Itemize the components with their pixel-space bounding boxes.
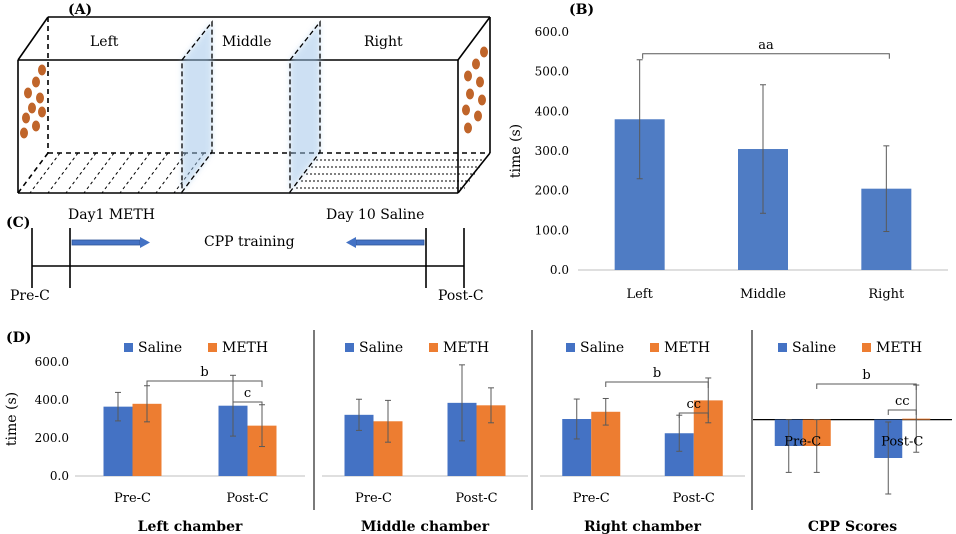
sig-bracket-b-d4	[816, 383, 917, 390]
wall-dots-left	[20, 64, 46, 139]
sig-label-c-d3: cc	[686, 397, 701, 412]
sig-bracket-c-d3	[678, 412, 709, 418]
panel-label-b: (B)	[569, 2, 594, 18]
y-tick-label-d1: 400.0	[35, 393, 69, 407]
timeline	[31, 228, 465, 288]
y-tick-label-b: 600.0	[535, 25, 569, 39]
legend-swatch-saline	[566, 343, 575, 352]
y-tick-label-d1: 0.0	[50, 469, 69, 483]
x-tick-label-d1: Post-C	[226, 491, 268, 506]
x-tick-label-d1: Pre-C	[114, 491, 151, 506]
x-tick-label-b: Right	[868, 287, 905, 302]
legend-swatch-saline	[345, 343, 354, 352]
legend-label-saline: Saline	[580, 340, 624, 356]
chart-d-left: Saline METH 0.0 200.0 400.0 600.0 time (s) Pre-…	[4, 340, 305, 534]
legend-label-meth: METH	[443, 340, 489, 356]
arrow-left	[346, 237, 425, 248]
chart-d-right: Saline METH Pre-C Post-C Right chamber b cc	[540, 340, 745, 534]
chart-d-middle: Saline METH Pre-C Post-C Middle chamber	[322, 340, 528, 534]
x-tick-label-d2: Pre-C	[355, 491, 392, 506]
x-tick-label-b: Left	[626, 287, 653, 302]
sig-bracket-c-d1	[232, 401, 263, 407]
door-left	[181, 20, 213, 194]
chart-title-d4: CPP Scores	[808, 519, 897, 534]
timeline-day1: Day1 METH	[68, 207, 155, 223]
panel-label-a: (A)	[68, 2, 92, 18]
x-tick-label-d3: Post-C	[673, 491, 715, 506]
sig-label-b-d1: b	[200, 365, 208, 380]
sig-bracket-b	[642, 53, 890, 59]
timeline-post: Post-C	[438, 288, 484, 304]
y-tick-label-b: 300.0	[535, 144, 569, 158]
y-axis-title-d1: time (s)	[4, 392, 20, 446]
chamber-label-right: Right	[364, 34, 403, 50]
arrow-right	[71, 237, 150, 248]
legend-label-meth: METH	[664, 340, 710, 356]
door-right	[289, 20, 321, 194]
y-tick-label-b: 0.0	[550, 263, 569, 277]
panel-d-dividers	[313, 330, 753, 510]
y-tick-label-b: 200.0	[535, 184, 569, 198]
sig-label-c-d4: cc	[895, 394, 910, 409]
legend-swatch-meth	[650, 343, 659, 352]
y-tick-label-b: 500.0	[535, 65, 569, 79]
sig-label-b-d4: b	[862, 368, 870, 383]
sig-label-b: aa	[758, 38, 774, 53]
y-tick-label-d1: 600.0	[35, 355, 69, 369]
chart-b: 0.0 100.0 200.0 300.0 400.0 500.0 600.0 time (s…	[508, 25, 948, 302]
legend-swatch-saline	[778, 343, 787, 352]
y-tick-label-d1: 200.0	[35, 431, 69, 445]
timeline-pre: Pre-C	[10, 288, 50, 304]
x-tick-label-d3: Pre-C	[573, 491, 610, 506]
timeline-center: CPP training	[204, 234, 295, 250]
legend-label-meth: METH	[222, 340, 268, 356]
sig-label-c-d1: c	[244, 386, 251, 401]
panel-label-d: (D)	[6, 330, 31, 346]
chart-d-cpp: Saline METH Pre-C Post-C CPP Scores b cc	[753, 340, 952, 534]
legend-label-saline: Saline	[359, 340, 403, 356]
y-tick-label-b: 400.0	[535, 104, 569, 118]
timeline-day10: Day 10 Saline	[326, 207, 424, 223]
floor-grid-left	[29, 152, 205, 194]
legend-label-saline: Saline	[792, 340, 836, 356]
floor-grid-right	[296, 159, 485, 189]
legend-swatch-meth	[429, 343, 438, 352]
y-tick-label-b: 100.0	[535, 223, 569, 237]
legend-swatch-saline	[124, 343, 133, 352]
legend-label-saline: Saline	[138, 340, 182, 356]
chamber-label-middle: Middle	[222, 34, 272, 50]
legend-label-meth: METH	[876, 340, 922, 356]
chart-title-d2: Middle chamber	[361, 519, 490, 534]
y-axis-title-b: time (s)	[508, 124, 524, 178]
chart-title-d1: Left chamber	[138, 519, 243, 534]
apparatus-box	[17, 16, 491, 194]
chart-title-d3: Right chamber	[584, 519, 702, 534]
sig-label-b-d3: b	[653, 366, 661, 381]
legend-swatch-meth	[862, 343, 871, 352]
sig-bracket-c-d4	[887, 409, 917, 415]
sig-bracket-b-d3	[605, 381, 709, 388]
x-tick-label-d4: Post-C	[881, 435, 923, 450]
x-tick-label-d4: Pre-C	[784, 435, 821, 450]
sig-bracket-b-d1	[146, 380, 263, 387]
panel-label-c: (C)	[6, 215, 30, 231]
x-tick-label-d2: Post-C	[455, 491, 497, 506]
x-tick-label-b: Middle	[740, 287, 786, 302]
legend-swatch-meth	[208, 343, 217, 352]
chamber-label-left: Left	[90, 34, 119, 50]
wall-dots-right	[462, 46, 488, 134]
